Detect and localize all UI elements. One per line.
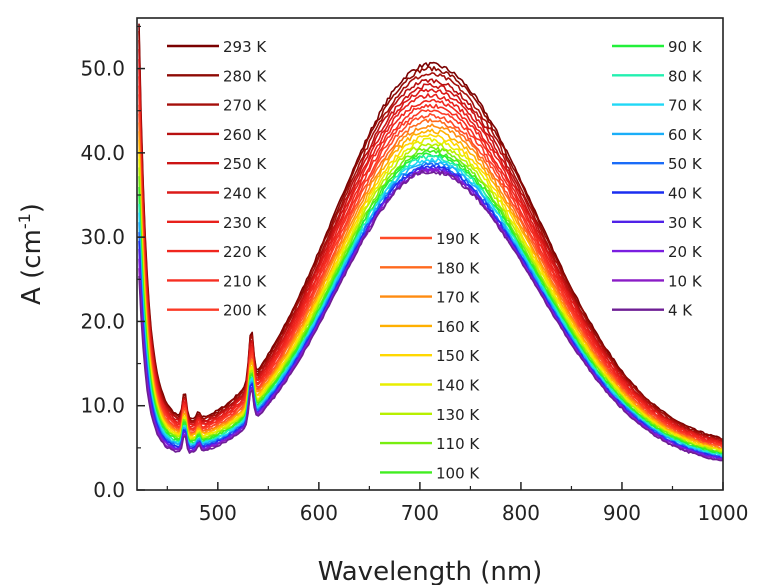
series-line <box>138 169 724 462</box>
y-axis-title-main: A (cm <box>17 229 47 305</box>
legend-label: 30 K <box>668 214 703 232</box>
series-line <box>138 118 724 450</box>
series-line <box>138 133 724 452</box>
legend-label: 190 K <box>436 230 480 248</box>
series-line <box>138 68 724 445</box>
x-tick-label: 700 <box>401 501 439 525</box>
x-tick-label: 900 <box>603 501 641 525</box>
legend-label: 240 K <box>223 185 267 203</box>
legend-label: 250 K <box>223 155 267 173</box>
y-tick-label: 20.0 <box>80 309 125 333</box>
legend-label: 210 K <box>223 272 267 290</box>
legend-label: 20 K <box>668 243 703 261</box>
legend-label: 150 K <box>436 347 480 365</box>
legend-label: 130 K <box>436 406 480 424</box>
legend-label: 40 K <box>668 185 703 203</box>
y-axis: 0.0 10.0 20.0 30.0 40.0 50.0 <box>80 25 145 502</box>
series-line <box>138 30 724 442</box>
x-tick-label: 1000 <box>698 501 749 525</box>
y-tick-label: 0.0 <box>93 478 125 502</box>
y-tick-label: 50.0 <box>80 57 125 81</box>
y-axis-title: A (cm-1) <box>15 203 47 305</box>
legend-label: 280 K <box>223 67 267 85</box>
y-axis-title-close: ) <box>17 203 47 213</box>
legend-label: 260 K <box>223 126 267 144</box>
y-tick-label: 40.0 <box>80 141 125 165</box>
legend-label: 293 K <box>223 38 267 56</box>
legend-label: 60 K <box>668 126 703 144</box>
legend-label: 80 K <box>668 67 703 85</box>
plot-frame <box>136 17 724 491</box>
legend-label: 50 K <box>668 155 703 173</box>
legend-label: 230 K <box>223 214 267 232</box>
legend-label: 170 K <box>436 289 480 307</box>
legend-label: 270 K <box>223 97 267 115</box>
legend-label: 180 K <box>436 259 480 277</box>
legend-label: 70 K <box>668 97 703 115</box>
series-line <box>138 85 724 446</box>
legend-label: 10 K <box>668 272 703 290</box>
x-axis-title: Wavelength (nm) <box>318 557 543 585</box>
x-tick-label: 500 <box>199 501 237 525</box>
y-tick-label: 10.0 <box>80 394 125 418</box>
legend-label: 4 K <box>668 302 693 320</box>
y-tick-label: 30.0 <box>80 225 125 249</box>
x-tick-label: 600 <box>300 501 338 525</box>
legend: 293 K 280 K 270 K 260 K 250 K 240 K 230 K 220 K… <box>167 38 703 482</box>
x-axis: 500 600 700 800 900 1000 <box>166 482 749 525</box>
series-line <box>138 104 724 447</box>
legend-label: 90 K <box>668 38 703 56</box>
legend-label: 110 K <box>436 435 480 453</box>
legend-label: 200 K <box>223 302 267 320</box>
series-line <box>138 168 724 461</box>
x-tick-label: 800 <box>502 501 540 525</box>
y-axis-title-sup: -1 <box>15 213 34 229</box>
legend-label: 100 K <box>436 464 480 482</box>
legend-label: 160 K <box>436 318 480 336</box>
spectra-curves <box>138 23 724 462</box>
legend-label: 220 K <box>223 243 267 261</box>
series-line <box>138 137 724 453</box>
legend-label: 140 K <box>436 377 480 395</box>
